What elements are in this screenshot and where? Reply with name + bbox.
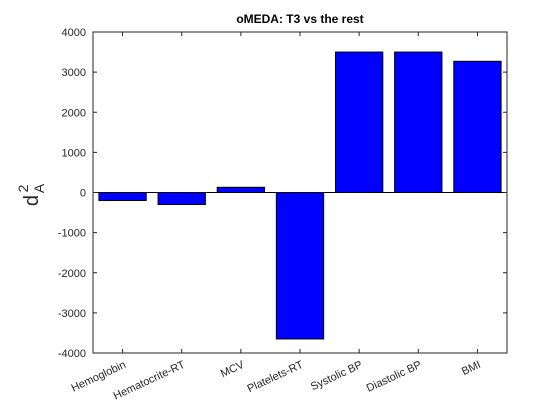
bar-platelets-rt xyxy=(275,192,325,340)
y-axis-label: d 2 A xyxy=(15,183,47,206)
x-tick-label: Platelets-RT xyxy=(246,359,306,395)
bar-mcv xyxy=(216,186,266,194)
y-axis-label-subscript: A xyxy=(31,183,47,193)
y-tick-label: 3000 xyxy=(62,67,86,79)
x-tick-label: MCV xyxy=(219,359,247,380)
y-axis-label-main: d xyxy=(21,195,43,206)
y-tick-label: 1000 xyxy=(62,147,86,159)
bar-hematocrite-rt xyxy=(157,192,206,206)
y-tick-label: 0 xyxy=(80,188,86,200)
y-tick-label: 4000 xyxy=(62,27,86,39)
y-tick-label: -4000 xyxy=(58,348,86,360)
bar-bmi xyxy=(453,60,502,194)
x-tick-label: Systolic BP xyxy=(309,359,364,393)
y-tick-label: -3000 xyxy=(58,308,86,320)
bar-diastolic-bp xyxy=(394,51,443,193)
x-tick-label: BMI xyxy=(460,359,483,378)
y-axis-label-superscript: 2 xyxy=(15,184,31,192)
y-ticks-group: -4000 -3000 -2000 -1000 0 1000 2000 3000 4000 xyxy=(58,27,507,360)
bar-systolic-bp xyxy=(334,51,384,193)
bars-group xyxy=(98,51,502,340)
y-tick-label: 2000 xyxy=(62,107,86,119)
y-tick-label: -2000 xyxy=(58,268,86,280)
x-tick-label: Diastolic BP xyxy=(365,359,424,395)
chart-title: oMEDA: T3 vs the rest xyxy=(236,12,363,26)
bar-hemoglobin xyxy=(98,192,147,202)
y-tick-label: -1000 xyxy=(58,228,86,240)
